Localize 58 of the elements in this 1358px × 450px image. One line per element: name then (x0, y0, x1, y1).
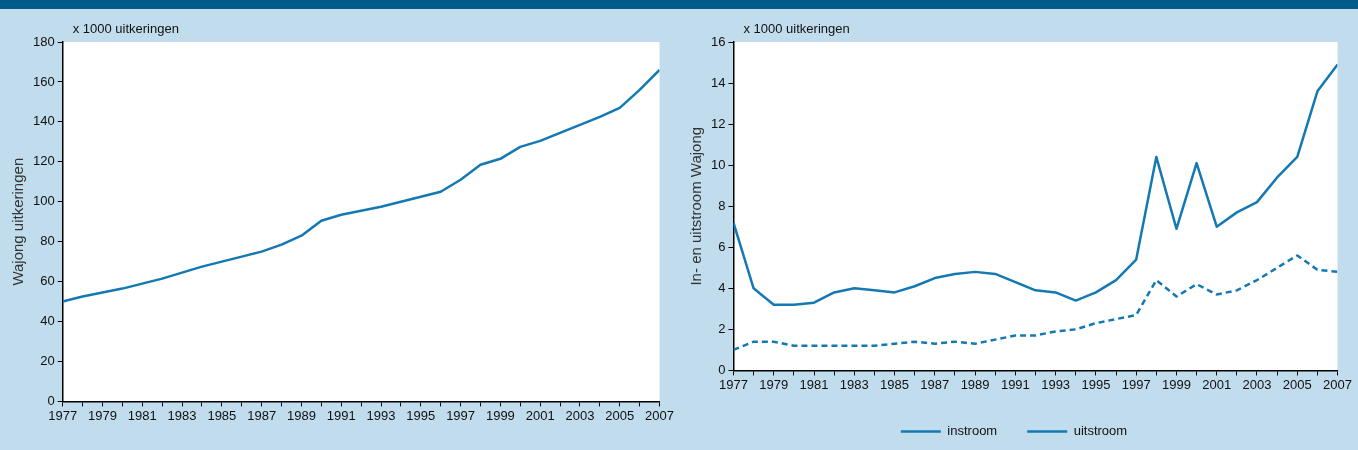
y-tick-label: 60 (40, 273, 55, 289)
y-tick-label: 20 (40, 353, 55, 369)
y-tick-label: 6 (718, 238, 726, 254)
x-tick-label: 2001 (525, 407, 555, 423)
x-tick-label: 1977 (719, 376, 748, 392)
x-tick-label: 1979 (759, 376, 789, 392)
legend-label: uitstroom (1073, 423, 1128, 439)
y-tick-label: 100 (32, 193, 55, 209)
y-tick-label: 160 (32, 73, 55, 89)
x-tick-label: 1997 (1121, 376, 1151, 392)
x-tick-label: 1993 (1041, 376, 1071, 392)
x-tick-label: 2005 (605, 407, 635, 423)
y-tick-label: 14 (710, 74, 726, 90)
x-tick-label: 2001 (1202, 376, 1232, 392)
x-tick-label: 2007 (645, 407, 674, 423)
x-tick-label: 1981 (799, 376, 829, 392)
x-tick-label: 1977 (48, 407, 78, 423)
x-tick-label: 2007 (1323, 376, 1352, 392)
y-tick-label: 2 (718, 320, 726, 336)
y-axis-title: Wajong uitkeringen (9, 157, 27, 286)
x-tick-label: 1985 (207, 407, 237, 423)
chart-subtitle: x 1000 uitkeringen (743, 21, 850, 37)
x-tick-label: 1999 (1161, 376, 1191, 392)
x-tick-label: 1987 (247, 407, 277, 423)
x-tick-label: 1979 (88, 407, 117, 423)
chart-subtitle: x 1000 uitkeringen (72, 21, 179, 37)
x-tick-label: 1983 (167, 407, 197, 423)
line-series (733, 254, 1338, 352)
x-tick-label: 2005 (1282, 376, 1312, 392)
x-tick-label: 1997 (446, 407, 476, 423)
x-tick-label: 1995 (1081, 376, 1111, 392)
y-tick-label: 8 (718, 197, 726, 213)
x-tick-label: 1989 (960, 376, 990, 392)
y-tick-label: 0 (718, 361, 726, 377)
x-tick-label: 1983 (839, 376, 869, 392)
x-tick-label: 1999 (485, 407, 515, 423)
y-tick-label: 180 (32, 33, 55, 49)
legend-label: instroom (947, 423, 998, 439)
x-tick-label: 1993 (366, 407, 396, 423)
y-tick-label: 12 (710, 115, 726, 131)
x-tick-label: 1989 (286, 407, 316, 423)
y-axis-title: In- en uitstroom Wajong (687, 126, 705, 286)
x-tick-label: 1991 (1000, 376, 1030, 392)
y-tick-label: 16 (710, 33, 726, 49)
y-tick-label: 10 (710, 156, 726, 172)
x-tick-label: 1985 (880, 376, 910, 392)
y-tick-label: 80 (40, 233, 55, 249)
x-tick-label: 1987 (920, 376, 950, 392)
y-tick-label: 4 (718, 279, 726, 295)
y-tick-label: 120 (32, 153, 55, 169)
x-tick-label: 1981 (127, 407, 157, 423)
y-tick-label: 40 (40, 313, 55, 329)
x-tick-label: 2003 (1242, 376, 1272, 392)
x-tick-label: 2003 (565, 407, 595, 423)
y-tick-label: 140 (32, 113, 55, 129)
x-tick-label: 1995 (406, 407, 436, 423)
y-tick-label: 0 (47, 392, 55, 408)
x-tick-label: 1991 (326, 407, 356, 423)
